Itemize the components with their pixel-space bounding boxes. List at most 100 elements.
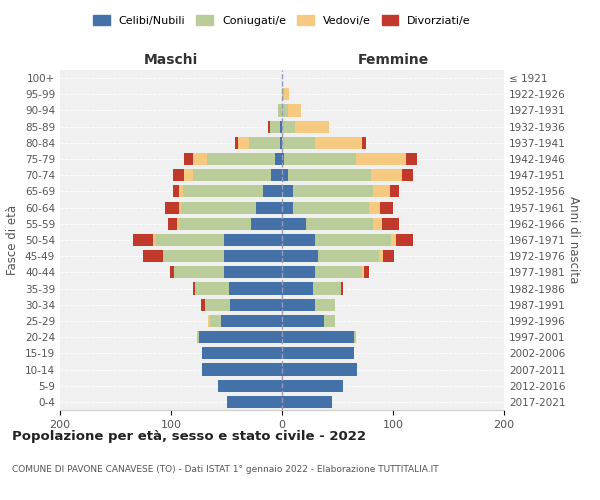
Bar [295,120,329,132]
Bar [221,315,282,327]
Bar [406,153,418,165]
Bar [373,186,389,198]
Bar [193,282,196,294]
Bar [383,250,394,262]
Bar [155,234,224,246]
Bar [193,169,271,181]
Text: Popolazione per età, sesso e stato civile - 2022: Popolazione per età, sesso e stato civil… [12,430,366,443]
Bar [380,202,393,213]
Bar [316,266,362,278]
Bar [278,104,282,117]
Bar [167,218,176,230]
Bar [293,186,373,198]
Bar [173,186,179,198]
Bar [224,234,282,246]
Bar [282,331,354,343]
Bar [371,169,402,181]
Bar [205,298,230,311]
Bar [282,202,293,213]
Bar [197,331,199,343]
Bar [379,250,383,262]
Bar [218,380,282,392]
Bar [316,137,362,149]
Bar [224,250,282,262]
Bar [196,282,229,294]
Bar [282,315,324,327]
Bar [179,218,251,230]
Bar [287,104,301,117]
Bar [202,348,282,360]
Bar [263,186,282,198]
Bar [282,348,354,360]
Bar [270,120,280,132]
Bar [176,218,179,230]
Bar [282,250,317,262]
Bar [391,234,397,246]
Bar [282,266,316,278]
Bar [356,153,406,165]
Bar [282,137,316,149]
Bar [183,186,263,198]
Bar [389,186,398,198]
Bar [230,298,282,311]
Text: Femmine: Femmine [358,53,428,67]
Bar [224,266,282,278]
Bar [373,218,382,230]
Bar [227,396,282,408]
Bar [382,218,398,230]
Bar [282,88,284,101]
Bar [179,186,183,198]
Bar [184,153,193,165]
Bar [362,137,367,149]
Bar [166,202,179,213]
Bar [280,137,282,149]
Bar [133,234,153,246]
Bar [368,202,380,213]
Bar [235,137,238,149]
Y-axis label: Anni di nascita: Anni di nascita [566,196,580,284]
Bar [248,137,280,149]
Bar [362,266,364,278]
Bar [341,282,343,294]
Bar [282,104,287,117]
Bar [229,282,282,294]
Bar [280,120,282,132]
Bar [282,396,332,408]
Bar [163,250,224,262]
Bar [179,202,181,213]
Bar [170,266,175,278]
Bar [199,331,282,343]
Bar [251,218,282,230]
Bar [282,234,316,246]
Bar [324,315,335,327]
Text: COMUNE DI PAVONE CANAVESE (TO) - Dati ISTAT 1° gennaio 2022 - Elaborazione TUTTI: COMUNE DI PAVONE CANAVESE (TO) - Dati IS… [12,465,439,474]
Bar [397,234,413,246]
Bar [284,153,356,165]
Bar [256,202,282,213]
Bar [307,218,373,230]
Bar [206,153,275,165]
Bar [313,282,341,294]
Bar [153,234,155,246]
Bar [271,169,282,181]
Text: Maschi: Maschi [144,53,198,67]
Bar [208,315,210,327]
Bar [181,202,256,213]
Bar [275,153,282,165]
Bar [287,169,371,181]
Bar [282,282,313,294]
Bar [193,153,206,165]
Bar [282,153,284,165]
Bar [202,364,282,376]
Bar [284,88,289,101]
Bar [238,137,249,149]
Bar [175,266,224,278]
Legend: Celibi/Nubili, Coniugati/e, Vedovi/e, Divorziati/e: Celibi/Nubili, Coniugati/e, Vedovi/e, Di… [89,10,475,30]
Bar [282,218,307,230]
Bar [282,364,358,376]
Bar [316,298,335,311]
Bar [364,266,368,278]
Bar [282,298,316,311]
Bar [293,202,368,213]
Bar [354,331,356,343]
